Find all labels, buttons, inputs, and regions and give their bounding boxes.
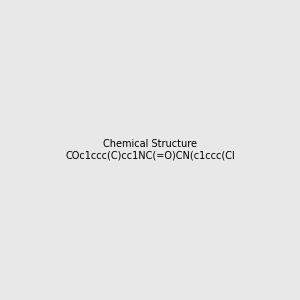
Text: Chemical Structure
COc1ccc(C)cc1NC(=O)CN(c1ccc(Cl: Chemical Structure COc1ccc(C)cc1NC(=O)CN…	[65, 139, 235, 161]
